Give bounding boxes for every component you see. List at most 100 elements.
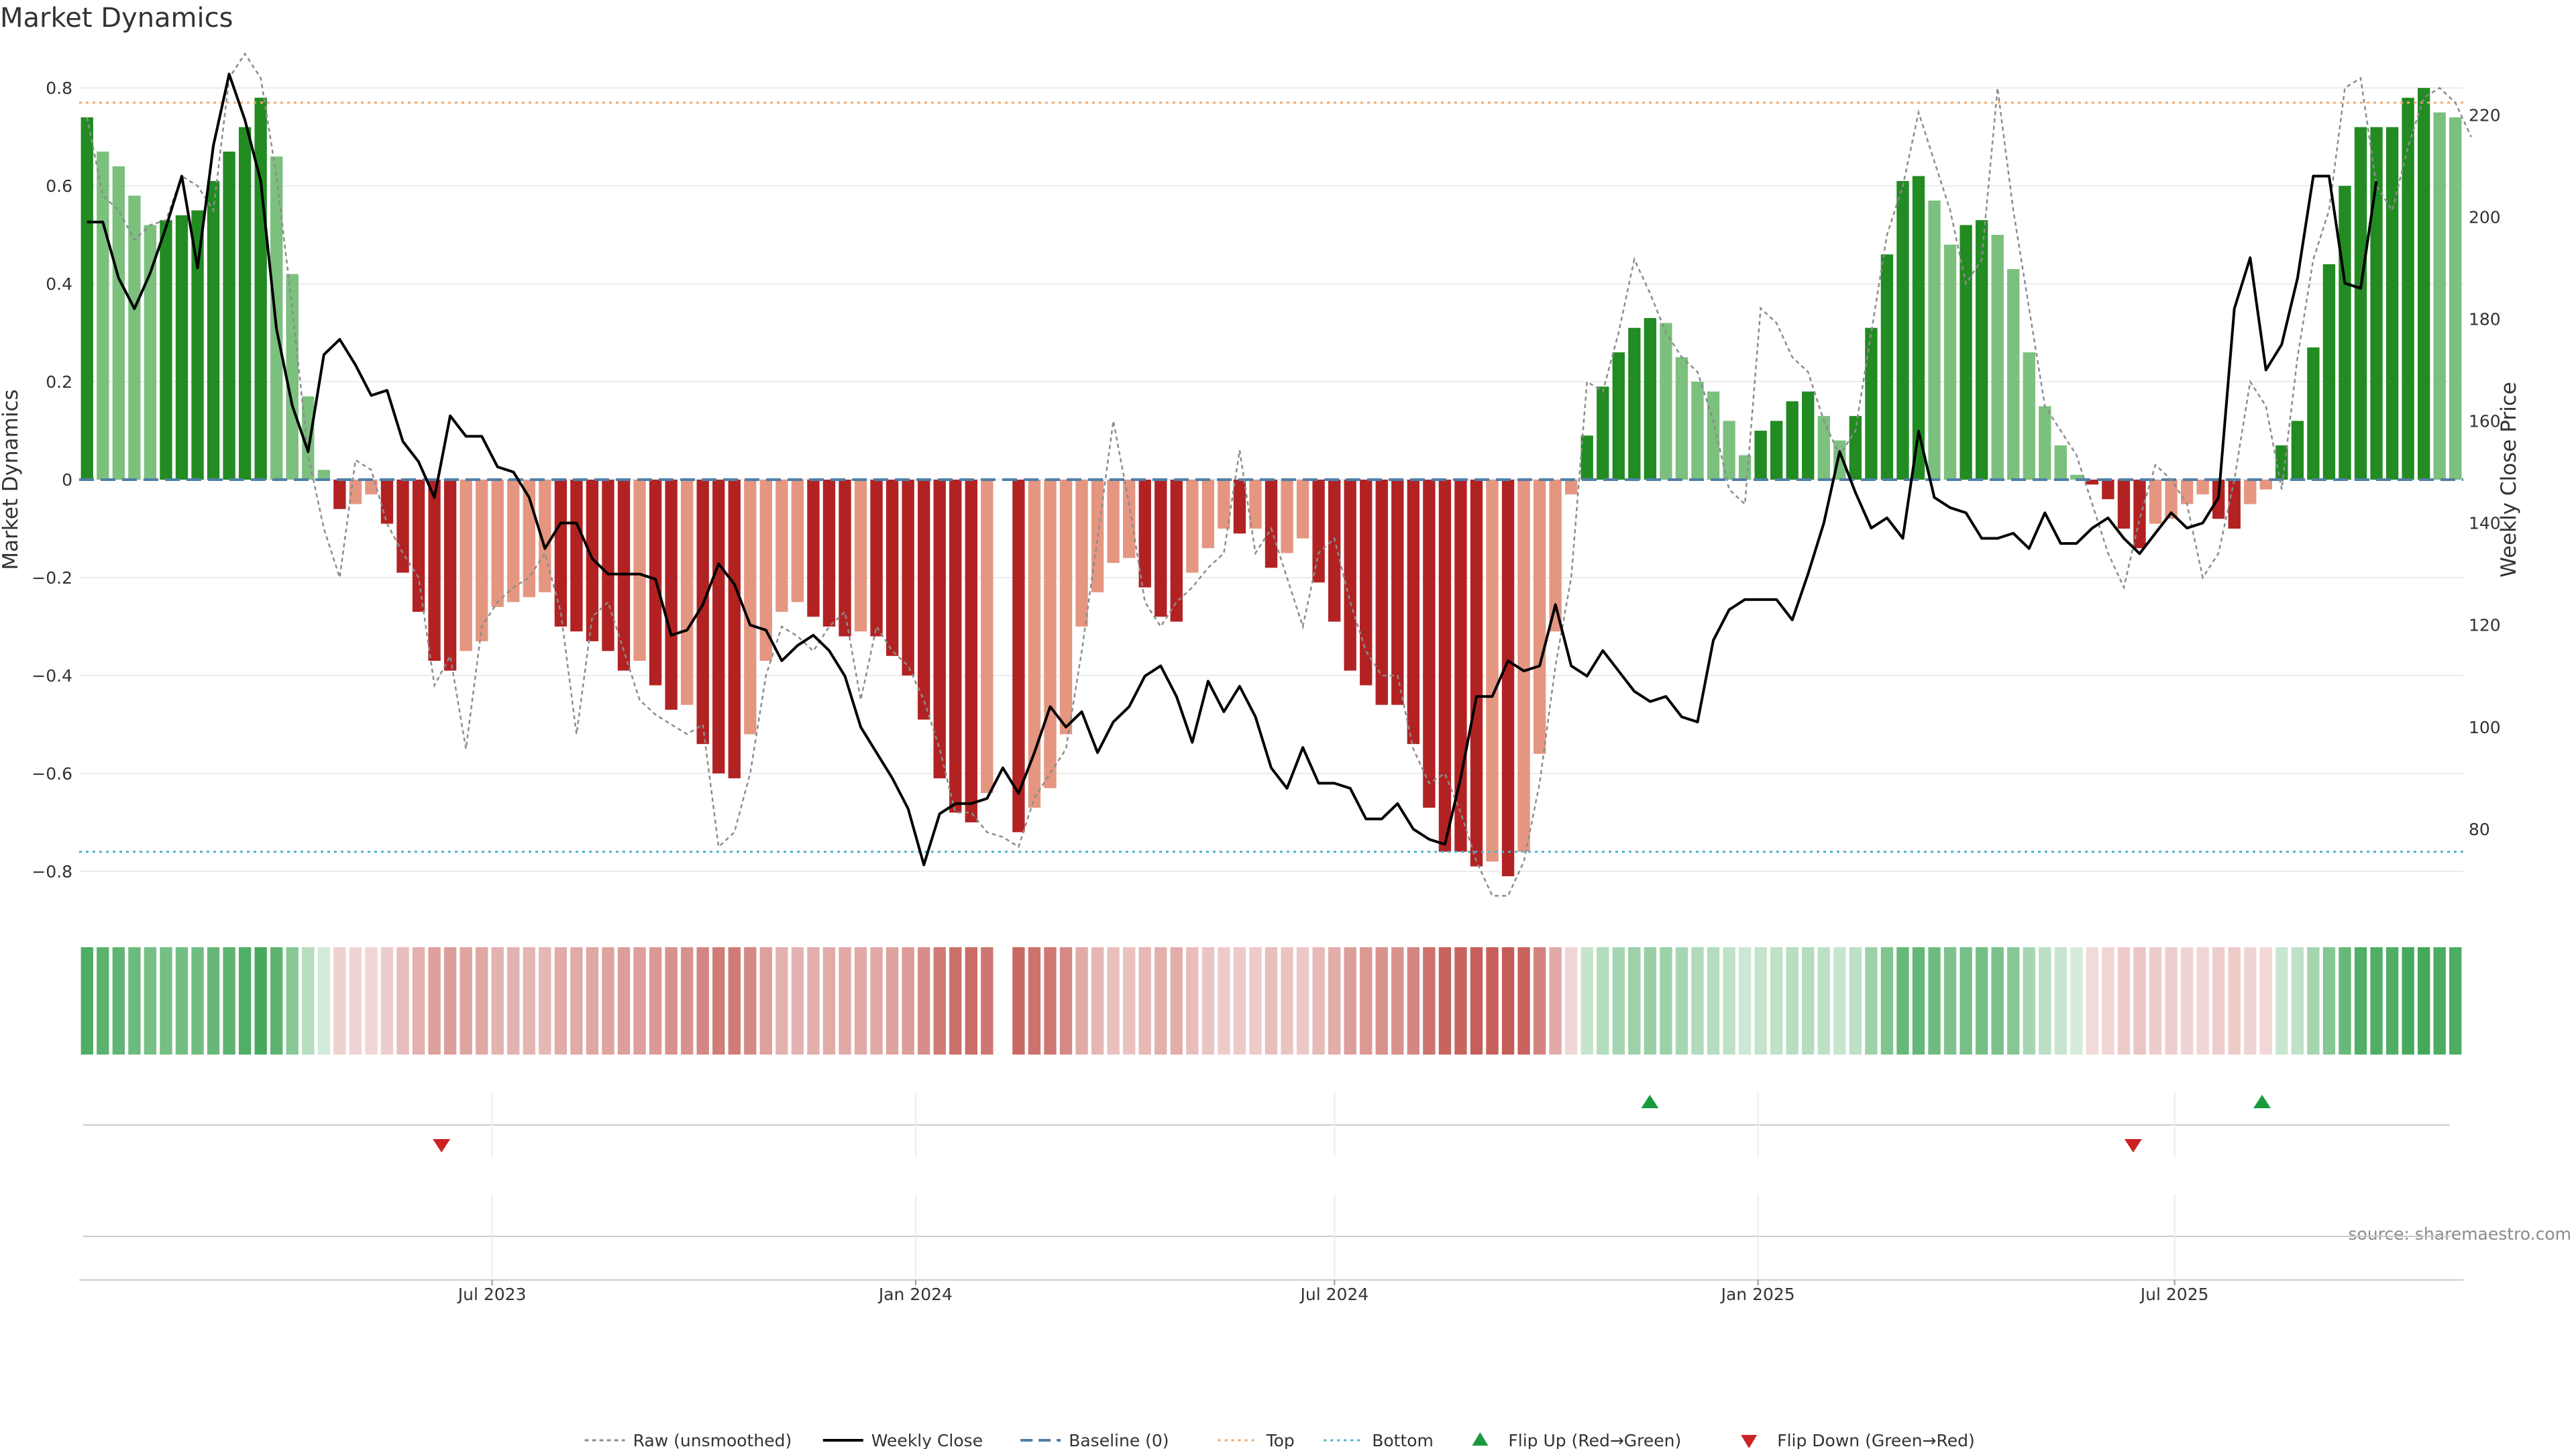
heat-strip-cell: [302, 947, 315, 1055]
x-tick-label: Jul 2024: [1299, 1285, 1368, 1304]
dynamics-bar: [854, 480, 867, 632]
heat-strip-cell: [680, 947, 694, 1055]
heat-strip-cell: [2402, 947, 2414, 1055]
dynamics-bar: [1265, 480, 1278, 568]
heat-strip-cell: [238, 947, 252, 1055]
heat-strip-cell: [1549, 947, 1562, 1055]
legend-label: Bottom: [1372, 1431, 1434, 1449]
dynamics-bar: [2322, 264, 2336, 480]
dynamics-bar: [2228, 480, 2241, 529]
dynamics-bar: [428, 480, 441, 661]
dynamics-bar: [2291, 421, 2304, 480]
heat-strip-cell: [1091, 947, 1104, 1055]
reference-lines: [79, 101, 2463, 853]
heat-strip-cell: [1201, 947, 1215, 1055]
legend-item-bottom: Bottom: [1324, 1431, 1434, 1449]
raw-series-line: [86, 52, 2472, 897]
heat-strip-cell: [2007, 947, 2020, 1055]
dynamics-bar: [1975, 220, 1988, 480]
heat-strip-cell: [1565, 947, 1578, 1055]
heat-strip-cell: [1155, 947, 1167, 1055]
heat-strip-cell: [1770, 947, 1783, 1055]
heat-strip-cell: [507, 947, 520, 1055]
dynamics-bar: [775, 480, 788, 612]
heat-strip-cell: [1028, 947, 1041, 1055]
heat-strip-cell: [2291, 947, 2304, 1055]
heat-strip-cell: [1849, 947, 1862, 1055]
dynamics-bar: [1723, 421, 1735, 480]
dynamics-bar: [1612, 352, 1625, 480]
heat-strip-cell: [665, 947, 678, 1055]
dynamics-bar: [317, 470, 330, 480]
heat-strip-cell: [2086, 947, 2099, 1055]
heat-strip-cell: [1817, 947, 1830, 1055]
heat-strip-cell: [1896, 947, 1909, 1055]
heat-strip-cell: [1501, 947, 1515, 1055]
heat-strip-cell: [1454, 947, 1467, 1055]
heat-strip-cell: [1375, 947, 1388, 1055]
dynamics-bar: [822, 480, 836, 627]
heat-strip-cell: [1249, 947, 1262, 1055]
dynamics-bar: [2023, 352, 2035, 480]
right-tick-label: 140: [2469, 514, 2501, 533]
heat-strip-cell: [728, 947, 741, 1055]
heat-strip-cell: [1738, 947, 1752, 1055]
dynamics-bar: [2165, 480, 2178, 519]
heat-strip-cell: [1802, 947, 1815, 1055]
heat-strip-cell: [949, 947, 962, 1055]
heat-strip-cell: [365, 947, 378, 1055]
heat-strip-cell: [554, 947, 568, 1055]
left-tick-label: 0: [62, 470, 72, 490]
heat-strip-cell: [1344, 947, 1356, 1055]
legend-item-flip_up: Flip Up (Red→Green): [1472, 1431, 1681, 1449]
dynamics-bar: [333, 480, 346, 509]
dynamics-bar: [949, 480, 962, 813]
heat-strip-cell: [2165, 947, 2178, 1055]
heat-strip-cell: [2149, 947, 2162, 1055]
legend-label: Raw (unsmoothed): [633, 1431, 792, 1449]
heat-strip-cell: [791, 947, 804, 1055]
dynamics-bar: [981, 480, 994, 794]
heat-strip-cell: [349, 947, 362, 1055]
chart-title: Market Dynamics: [0, 3, 233, 34]
dynamics-bar: [97, 151, 109, 480]
flip-marker-panel: [83, 1092, 2450, 1157]
dynamics-bar: [2402, 97, 2414, 480]
dynamics-bar: [1786, 401, 1799, 480]
heat-strip-cell: [1360, 947, 1373, 1055]
left-tick-label: −0.4: [32, 666, 72, 686]
dynamics-bar: [1517, 480, 1530, 852]
dynamics-bar: [1138, 480, 1151, 588]
dynamics-bar: [1344, 480, 1356, 671]
heat-strip-cell: [97, 947, 109, 1055]
heat-strip-cell: [1486, 947, 1499, 1055]
heat-strip-cell: [1644, 947, 1657, 1055]
heat-strip-cell: [1928, 947, 1941, 1055]
dynamics-bar: [380, 480, 394, 524]
heat-strip-cell: [1044, 947, 1057, 1055]
heat-strip-cell: [1012, 947, 1025, 1055]
right-tick-label: 220: [2469, 105, 2501, 125]
right-tick-label: 120: [2469, 616, 2501, 635]
right-tick-label: 180: [2469, 309, 2501, 329]
dynamics-bar: [1691, 382, 1704, 480]
heat-strip-cell: [380, 947, 394, 1055]
dynamics-bar: [1754, 431, 1767, 480]
heat-strip-cell: [1059, 947, 1073, 1055]
heat-strip-cell: [254, 947, 267, 1055]
heat-strip-cell: [775, 947, 788, 1055]
legend-item-close: Weekly Close: [822, 1431, 983, 1449]
heat-strip-cell: [1281, 947, 1293, 1055]
left-tick-label: 0.8: [46, 78, 72, 98]
dynamics-bar: [412, 480, 425, 612]
heat-strip-cell: [1786, 947, 1799, 1055]
dynamics-bar: [443, 480, 457, 671]
heat-strip-cell: [696, 947, 709, 1055]
dynamics-bar: [1281, 480, 1293, 553]
dynamics-bar: [2370, 127, 2383, 480]
dynamics-bar: [1296, 480, 1309, 539]
heat-strip-cell: [80, 947, 93, 1055]
heat-strip-cell: [1612, 947, 1625, 1055]
heat-strip-cell: [1912, 947, 1925, 1055]
heat-strip-cell: [1517, 947, 1530, 1055]
